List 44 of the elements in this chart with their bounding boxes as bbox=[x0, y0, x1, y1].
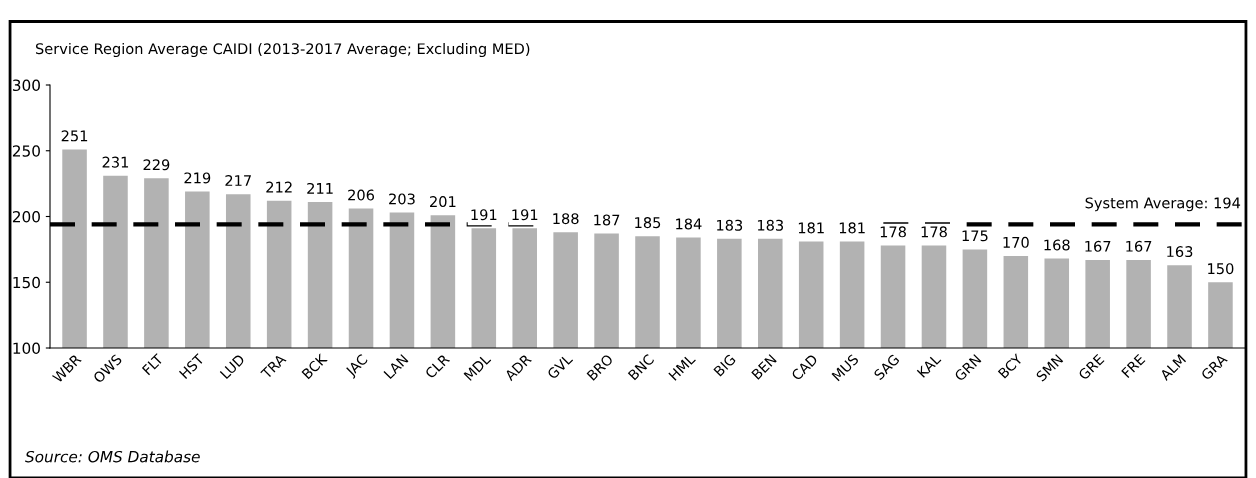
data-label: 175 bbox=[962, 230, 988, 242]
y-tick-label: 250 bbox=[12, 145, 40, 157]
y-tick-label: 200 bbox=[12, 210, 40, 223]
chart-title: Service Region Average CAIDI (2013-2017 Average; Excluding MED) bbox=[35, 42, 530, 58]
data-label: 183 bbox=[757, 219, 784, 231]
y-tick-label: 100 bbox=[13, 342, 40, 355]
x-tick-label: CLR bbox=[424, 353, 451, 380]
x-tick-label: KAL bbox=[916, 353, 942, 378]
x-tick-label: BIG bbox=[713, 353, 737, 377]
data-label: 183 bbox=[717, 219, 743, 231]
data-label: 185 bbox=[635, 217, 661, 229]
data-label: 187 bbox=[594, 214, 620, 226]
data-label: 203 bbox=[389, 193, 415, 205]
data-label: 184 bbox=[676, 218, 702, 230]
data-label: 178 bbox=[880, 226, 906, 238]
x-tick-label: FLT bbox=[141, 353, 164, 376]
x-tick-label: GVL bbox=[546, 353, 574, 380]
data-label: 170 bbox=[1003, 236, 1029, 248]
source-note: Source: OMS Database bbox=[25, 450, 200, 463]
x-tick-label: TRA bbox=[260, 353, 287, 380]
data-label: 168 bbox=[1044, 239, 1070, 251]
data-label: 191 bbox=[512, 209, 538, 221]
data-label: 206 bbox=[348, 189, 375, 201]
y-tick-label: 150 bbox=[13, 276, 40, 289]
data-label: 212 bbox=[266, 181, 292, 193]
data-label: 181 bbox=[798, 222, 824, 234]
data-label: 191 bbox=[471, 209, 497, 221]
data-label: 219 bbox=[184, 172, 211, 184]
data-label: 163 bbox=[1167, 246, 1193, 258]
data-label: 167 bbox=[1126, 240, 1152, 252]
data-label: 251 bbox=[61, 130, 88, 142]
data-label: 178 bbox=[921, 226, 947, 238]
data-label: 217 bbox=[225, 175, 251, 186]
data-label: 231 bbox=[102, 156, 129, 168]
data-label: 211 bbox=[307, 182, 333, 194]
data-label: 229 bbox=[143, 159, 170, 171]
y-tick-label: 300 bbox=[12, 79, 40, 92]
data-label: 181 bbox=[839, 222, 865, 234]
ref-line-label: System Average: 194 bbox=[1085, 197, 1241, 212]
x-tick-label: GRA bbox=[1200, 353, 1228, 381]
data-label: 167 bbox=[1085, 240, 1111, 252]
data-label: 150 bbox=[1208, 263, 1234, 275]
data-label: 188 bbox=[553, 213, 579, 225]
data-label: 201 bbox=[430, 196, 456, 208]
